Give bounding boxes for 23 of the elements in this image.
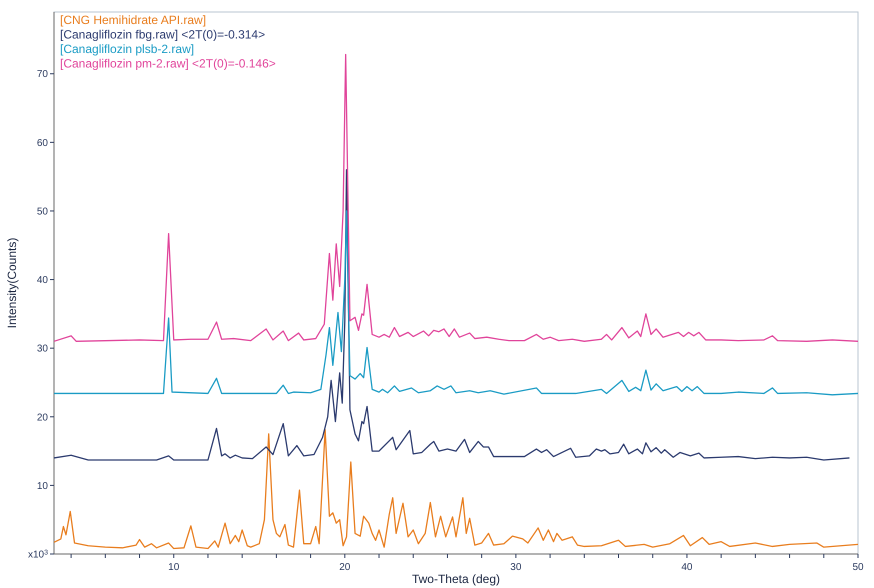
text: [Canagliflozin pm-2.raw] <2T(0)=-0.146> — [60, 56, 276, 70]
y-axis-title: Intensity(Counts) — [5, 238, 19, 328]
line-series — [53, 210, 859, 396]
text: [Canagliflozin plsb-2.raw] — [60, 42, 194, 56]
y-tick-label: 70 — [36, 69, 48, 80]
line-series — [53, 169, 850, 461]
y-tick-label: 20 — [36, 412, 48, 424]
line-series — [53, 54, 859, 342]
x-tick-label: 30 — [510, 562, 522, 573]
text: [Canagliflozin fbg.raw] <2T(0)=-0.314> — [60, 28, 266, 42]
y-tick-label: 50 — [36, 206, 48, 218]
x-tick-label: 50 — [852, 562, 864, 573]
line-series — [53, 429, 859, 550]
y-tick-label: 40 — [36, 275, 48, 286]
x-tick-label: 10 — [168, 562, 180, 573]
x-axis-title: Two-Theta (deg) — [412, 572, 500, 586]
y-tick-label: x10$^{3}$ — [28, 549, 48, 560]
x-tick-label: 20 — [339, 562, 351, 573]
y-tick-label: 60 — [36, 138, 48, 149]
y-tick-label: 10 — [36, 480, 48, 492]
x-tick-label: 40 — [681, 562, 693, 573]
y-tick-label: 30 — [36, 344, 48, 355]
text: [CNG Hemihidrate API.raw] — [60, 13, 206, 27]
